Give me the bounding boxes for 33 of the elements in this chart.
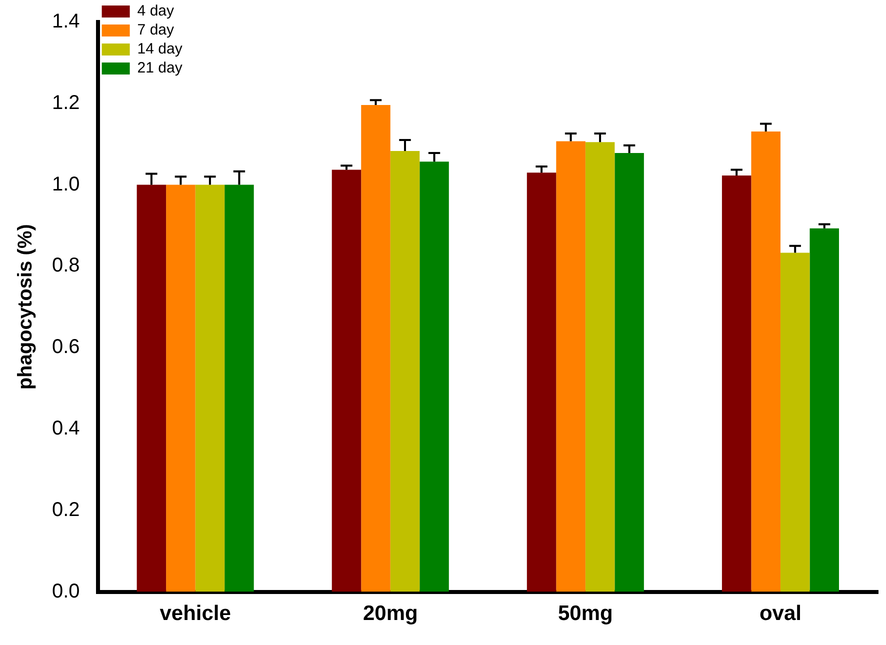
y-tick-label: 0.8 (52, 254, 80, 277)
legend-label: 21 day (137, 60, 183, 77)
y-tick-label: 0.6 (52, 336, 80, 358)
x-tick-label: oval (759, 602, 802, 626)
y-tick-label: 0.0 (52, 580, 80, 602)
bar (420, 162, 449, 592)
bar (751, 131, 780, 592)
bar (780, 252, 810, 592)
bar (810, 228, 839, 592)
y-axis-title: phagocytosis (%) (14, 224, 37, 390)
bar (195, 184, 225, 592)
bar (585, 142, 615, 592)
x-tick-label: 50mg (558, 602, 613, 626)
bar (224, 184, 254, 592)
legend-label: 7 day (137, 22, 174, 39)
legend-label: 4 day (137, 2, 174, 20)
bar (614, 153, 644, 592)
y-tick-label: 0.4 (52, 418, 80, 440)
bar (390, 151, 420, 592)
bar (136, 184, 166, 592)
y-tick-label: 1.2 (52, 92, 80, 114)
bar (361, 105, 390, 592)
legend-label: 14 day (137, 40, 183, 58)
bar (526, 172, 556, 592)
x-tick-label: vehicle (160, 602, 231, 626)
bar (166, 184, 196, 592)
bar (332, 170, 362, 592)
y-tick-label: 1.4 (52, 10, 80, 33)
bar (722, 175, 752, 592)
y-tick-label: 0.2 (52, 498, 80, 521)
bar (556, 141, 586, 592)
x-tick-label: 20mg (362, 602, 418, 626)
y-tick-label: 1.0 (52, 173, 80, 196)
